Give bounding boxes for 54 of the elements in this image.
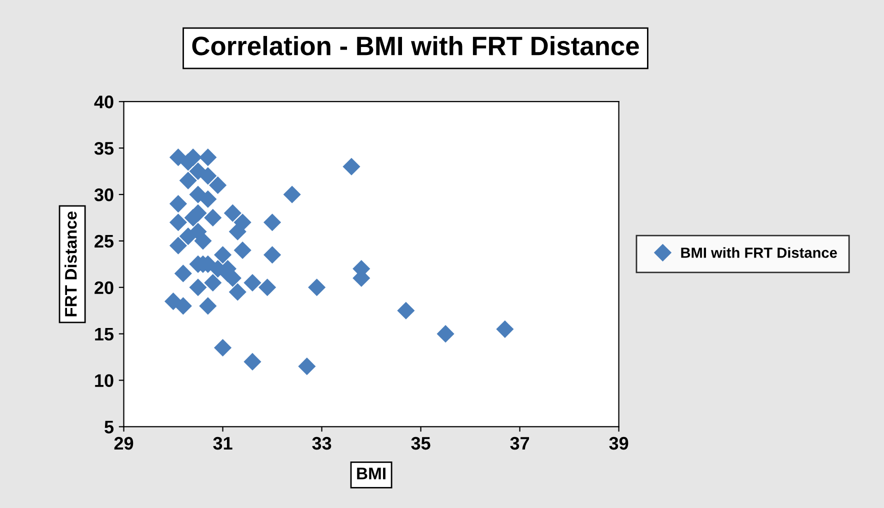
point — [209, 176, 227, 194]
point — [169, 194, 187, 213]
y-tick-label: 35 — [94, 142, 114, 155]
x-tick-label: 31 — [213, 436, 232, 450]
point — [199, 297, 217, 315]
point — [283, 186, 301, 204]
point — [496, 320, 514, 338]
y-tick-label: 15 — [95, 328, 114, 341]
point — [169, 214, 187, 232]
point — [199, 167, 217, 185]
point — [228, 222, 246, 240]
chart-title: Correlation - BMI with FRT Distance — [192, 36, 639, 56]
point — [224, 269, 242, 287]
x-axis-title: BMI — [357, 468, 386, 480]
point — [179, 228, 197, 246]
y-axis-title: FRT Distance — [64, 211, 77, 316]
point — [179, 153, 197, 171]
x-tick-label: 29 — [114, 436, 134, 450]
point — [263, 214, 282, 232]
x-tick-label: 37 — [510, 436, 530, 450]
point — [204, 274, 222, 292]
point — [189, 278, 207, 296]
y-tick-label: 25 — [94, 234, 114, 248]
point — [179, 172, 197, 190]
point — [244, 274, 262, 292]
point — [194, 232, 212, 250]
point — [228, 283, 246, 301]
point — [174, 297, 192, 315]
point — [234, 241, 252, 260]
point — [258, 278, 276, 296]
point — [204, 208, 222, 226]
point — [174, 264, 192, 282]
point — [199, 148, 217, 166]
x-tick-label: 35 — [411, 436, 430, 450]
legend-label: BMI with FRT Distance — [681, 247, 837, 258]
point — [298, 358, 316, 376]
point — [244, 352, 262, 370]
y-tick-label: 40 — [94, 96, 114, 108]
point — [342, 158, 360, 176]
x-tick-label: 33 — [312, 436, 332, 450]
y-tick-label: 30 — [94, 188, 114, 202]
point — [436, 325, 454, 343]
point — [199, 190, 217, 208]
point — [214, 338, 232, 357]
y-tick-label: 10 — [95, 374, 114, 387]
x-tick-label: 39 — [609, 436, 628, 450]
point — [397, 302, 415, 320]
y-tick-label: 20 — [94, 281, 114, 294]
y-tick-label: 5 — [104, 420, 114, 434]
point — [169, 236, 187, 254]
point — [263, 246, 282, 264]
point — [214, 246, 232, 264]
point — [308, 278, 326, 296]
point — [224, 204, 242, 222]
